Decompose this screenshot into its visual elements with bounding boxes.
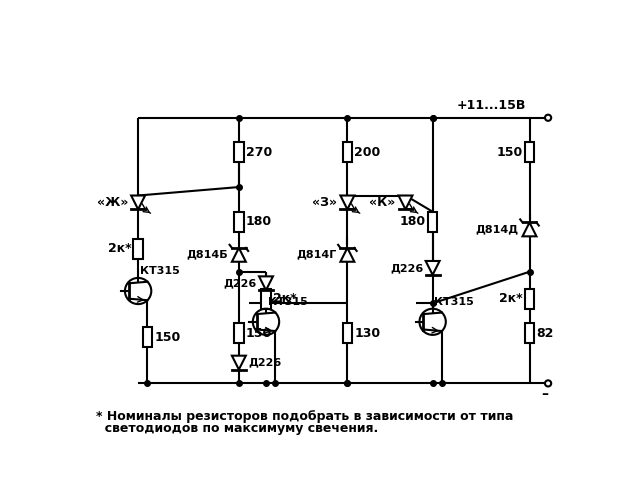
Bar — [234, 324, 244, 344]
Text: +11...15В: +11...15В — [456, 98, 525, 112]
Bar — [343, 142, 352, 163]
Text: 2к*: 2к* — [273, 292, 296, 305]
Bar — [525, 142, 534, 163]
Text: светодиодов по максимуму свечения.: светодиодов по максимуму свечения. — [95, 422, 378, 435]
Bar — [234, 212, 244, 232]
Text: «К»: «К» — [369, 196, 396, 209]
Text: * Номиналы резисторов подобрать в зависимости от типа: * Номиналы резисторов подобрать в зависи… — [95, 410, 513, 424]
Bar — [525, 324, 534, 344]
Text: 2к*: 2к* — [108, 242, 131, 255]
Polygon shape — [232, 248, 246, 262]
Text: 150: 150 — [246, 327, 272, 340]
Text: «Ж»: «Ж» — [97, 196, 128, 209]
Text: 130: 130 — [355, 327, 380, 340]
Text: Д226: Д226 — [223, 278, 257, 288]
Polygon shape — [259, 276, 273, 290]
Polygon shape — [131, 196, 145, 209]
Text: 270: 270 — [246, 146, 272, 159]
Bar — [234, 142, 244, 163]
Polygon shape — [340, 248, 355, 262]
Bar — [143, 327, 152, 347]
Polygon shape — [232, 356, 246, 370]
Text: 180: 180 — [246, 215, 272, 228]
Text: Д226: Д226 — [390, 263, 423, 273]
Text: КТ315: КТ315 — [434, 297, 474, 307]
Text: Д814Д: Д814Д — [476, 224, 518, 234]
Text: Д814Б: Д814Б — [186, 250, 228, 260]
Polygon shape — [426, 261, 440, 275]
Bar — [428, 212, 437, 232]
Text: КТ315: КТ315 — [268, 297, 307, 307]
Text: 150: 150 — [154, 330, 180, 344]
Polygon shape — [399, 196, 412, 209]
Polygon shape — [340, 196, 355, 209]
Bar — [525, 288, 534, 308]
Text: КТ315: КТ315 — [140, 266, 179, 276]
Bar — [134, 238, 143, 258]
Text: 200: 200 — [355, 146, 381, 159]
Text: Д226: Д226 — [248, 358, 282, 368]
Bar — [343, 324, 352, 344]
Text: «З»: «З» — [312, 196, 337, 209]
Text: 150: 150 — [496, 146, 522, 159]
Bar — [261, 288, 271, 308]
Text: 180: 180 — [399, 215, 426, 228]
Text: Д814Г: Д814Г — [296, 250, 337, 260]
Text: 82: 82 — [536, 327, 554, 340]
Text: –: – — [541, 387, 548, 401]
Polygon shape — [522, 222, 536, 236]
Text: 2к*: 2к* — [499, 292, 522, 305]
